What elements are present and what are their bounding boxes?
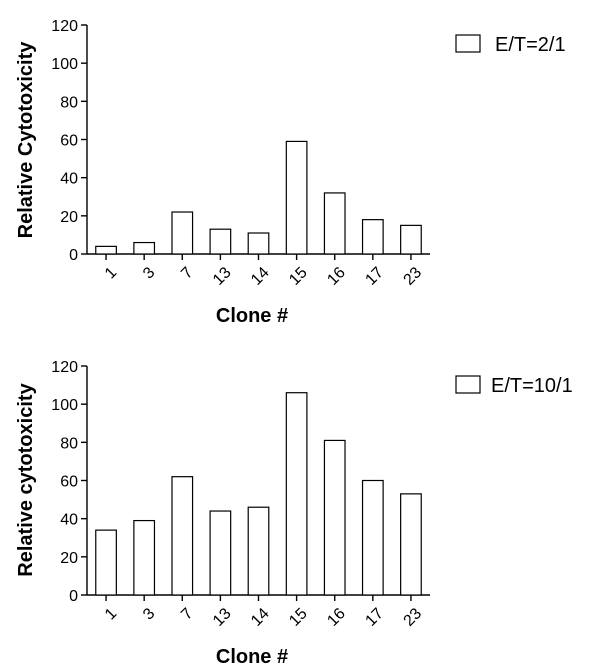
chart-2-bar [247, 506, 270, 596]
chart-2-x-tick-label: 13 [210, 605, 235, 630]
chart-2-y-tick-label: 20 [60, 550, 78, 567]
chart-1-x-tick-label: 16 [324, 264, 349, 289]
chart-2-x-tick-label: 14 [248, 605, 273, 630]
chart-1-x-tick-label: 3 [140, 264, 158, 282]
chart-1-y-tick-label: 20 [60, 209, 78, 226]
chart-2-bar [95, 529, 117, 596]
chart-2-x-tick-label: 17 [362, 605, 387, 630]
chart-1-legend-label: E/T=2/1 [495, 34, 566, 56]
chart-2-x-tick-label: 15 [286, 605, 311, 630]
chart-1-x-tick-label: 15 [286, 264, 311, 289]
chart-2-bar [171, 476, 194, 596]
chart-1-bar [171, 211, 194, 255]
chart-2-x-tick-label: 3 [140, 605, 158, 623]
chart-2: Relative cytotoxicity Clone # E/T=10/1 0… [15, 359, 573, 664]
chart-1-x-tick-label: 13 [210, 264, 235, 289]
chart-2-y-tick-label: 120 [51, 359, 78, 376]
chart-1-x-tick-label: 14 [248, 264, 273, 289]
chart-1-y-tick-label: 40 [60, 171, 78, 188]
chart-2-legend-swatch [455, 375, 481, 394]
chart-2-y-tick-label: 0 [69, 588, 78, 605]
chart-1-bar [133, 241, 156, 255]
chart-2-bar [361, 479, 384, 596]
chart-1-x-tick-label: 17 [362, 264, 387, 289]
chart-2-x-tick-label: 7 [178, 605, 196, 623]
chart-1-y-tick-label: 80 [60, 94, 78, 111]
chart-2-x-axis-title: Clone # [216, 646, 288, 664]
chart-1-legend-swatch [455, 34, 481, 53]
chart-2-bar [209, 510, 232, 596]
chart-1-bar [400, 224, 422, 255]
chart-1-y-tick-label: 60 [60, 133, 78, 150]
chart-1-bar [209, 228, 232, 255]
chart-1-bar [361, 219, 384, 255]
chart-2-y-axis-title: Relative cytotoxicity [15, 382, 37, 576]
chart-1-y-tick-label: 100 [51, 56, 78, 73]
chart-2-y-tick-label: 80 [60, 435, 78, 452]
chart-1-x-tick-label: 7 [178, 264, 196, 282]
chart-2-y-tick-label: 60 [60, 474, 78, 491]
chart-2-x-tick-label: 16 [324, 605, 349, 630]
chart-1-x-tick-label: 1 [102, 264, 120, 282]
chart-1-y-axis-title: Relative Cytotoxicity [15, 41, 37, 239]
chart-2-y-tick-label: 100 [51, 397, 78, 414]
chart-1-bar [285, 140, 308, 255]
chart-2-legend-label: E/T=10/1 [491, 375, 573, 397]
chart-2-bar [323, 439, 346, 596]
chart-2-bar [400, 493, 422, 596]
chart-2-x-tick-label: 23 [401, 605, 426, 630]
chart-2-bar [285, 392, 308, 596]
chart-1-bar [247, 232, 270, 255]
chart-2-bar [133, 519, 156, 596]
chart-1-x-tick-label: 23 [401, 264, 426, 289]
chart-1-y-tick-label: 0 [69, 247, 78, 264]
chart-1-bar [323, 192, 346, 255]
chart-1-y-tick-label: 120 [51, 18, 78, 35]
chart-1-bar [95, 245, 117, 255]
chart-2-y-tick-label: 40 [60, 512, 78, 529]
chart-1: Relative Cytotoxicity Clone # E/T=2/1 0 2… [15, 18, 566, 327]
chart-1-x-axis-title: Clone # [216, 305, 288, 327]
chart-2-x-tick-label: 1 [102, 605, 120, 623]
